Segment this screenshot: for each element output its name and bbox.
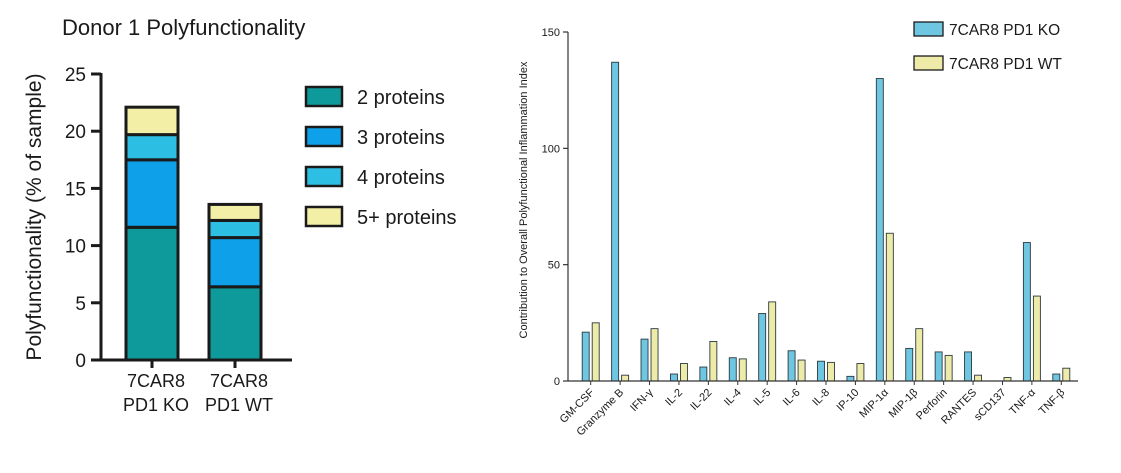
legend-label-2-proteins: 2 proteins [357,87,445,109]
grouped-chart-y-tick-label: 150 [542,27,560,39]
bar-7car8-pd1-ko-mip-1 [905,347,914,382]
bar-7car8-pd1-ko-ip-10 [846,375,855,382]
bar-7car8-pd1-wt-il-4 [738,358,747,382]
grouped-chart-category-label: IFN-γ [628,386,656,414]
stacked-chart-y-tick-label: 10 [65,237,86,258]
stacked-chart-y-tick-label: 15 [65,179,86,200]
bar-7car8-pd1-wt-mip-1 [915,328,924,382]
bar-7car8-pd1-ko-tnf [1052,373,1061,382]
bar-7car8-pd1-wt-granzyme-b [621,374,630,382]
grouped-chart-category-label: TNF-β [1037,387,1068,418]
bar-7car8-pd1-ko-il-6 [787,350,796,382]
grouped-chart-y-tick-label: 50 [548,260,560,272]
stacked-chart-category-label: PD1 WT [205,395,273,415]
bar-7car8-pd1-wt-il-2 [679,363,688,382]
grouped-chart-y-ticks: 0 50 100 150 [542,27,568,388]
bar-4-proteins-2 [207,218,263,240]
grouped-chart-category-label: sCD137 [972,387,1009,424]
legend-swatch-5-proteins [304,205,344,228]
bar-7car8-pd1-wt-mip-1 [885,232,894,382]
grouped-chart-y-tick-label: 100 [542,143,560,155]
stacked-chart-y-tick-label: 25 [65,65,86,86]
bar-3-proteins-1 [124,158,180,229]
stacked-chart-x-ticks: 7CAR8 PD1 KO 7CAR8 PD1 WT [123,371,273,415]
stacked-chart-category-label: 7CAR8 [210,371,268,391]
grouped-chart-category-label: IL-22 [688,387,714,413]
stacked-chart-axes [99,73,292,368]
grouped-chart-category-label: IL-4 [722,387,744,409]
grouped-chart-category-label: MIP-1α [857,386,891,420]
grouped-chart-category-label: TNF-α [1007,386,1038,417]
legend-label-7car8-pd1-ko: 7CAR8 PD1 KO [949,22,1060,39]
stacked-chart-title: Donor 1 Polyfunctionality [62,15,305,40]
bar-3-proteins-2 [207,236,263,289]
bar-7car8-pd1-ko-il-2 [669,373,678,382]
grouped-chart-category-label: IL-6 [781,387,803,409]
bar-5-proteins-2 [207,202,263,222]
grouped-chart-category-label: IL-2 [663,387,685,409]
bar-2-proteins-2 [207,285,263,362]
bar-7car8-pd1-wt-rantes [974,374,983,382]
stacked-chart-y-ticks: 0 5 10 15 20 25 [65,65,101,372]
grouped-chart-y-tick-label: 0 [554,376,560,388]
bar-7car8-pd1-wt-tnf [1032,295,1041,382]
bar-2-proteins-1 [124,225,180,362]
bar-7car8-pd1-ko-gm-csf [581,331,590,382]
bar-7car8-pd1-wt-ip-10 [856,363,865,382]
bar-7car8-pd1-wt-il-8 [827,361,835,382]
bar-7car8-pd1-ko-il-4 [728,357,737,382]
stacked-chart-legend: 2 proteins 3 proteins 4 proteins 5+ protein… [304,85,457,229]
bar-7car8-pd1-wt-il-22 [709,340,718,382]
stacked-chart-y-tick-label: 20 [65,122,86,143]
grouped-chart: Contribution to Overall Polyfunctional I… [518,21,1078,438]
legend-label-5-proteins: 5+ proteins [357,207,457,229]
stacked-chart-y-tick-label: 0 [75,351,86,372]
bar-7car8-pd1-wt-il-6 [797,359,806,382]
legend-swatch-4-proteins [304,165,344,188]
stacked-chart-y-tick-label: 5 [75,294,86,315]
bar-7car8-pd1-wt-gm-csf [591,322,600,382]
grouped-chart-bars [581,61,1071,382]
bar-7car8-pd1-ko-il-22 [699,366,708,382]
bar-7car8-pd1-wt-ifn [650,328,659,382]
stacked-chart: Donor 1 Polyfunctionality Polyfunctional… [23,15,457,415]
grouped-chart-legend: 7CAR8 PD1 KO 7CAR8 PD1 WT [913,21,1062,73]
legend-label-3-proteins: 3 proteins [357,127,445,149]
legend-swatch-3-proteins [304,125,344,148]
grouped-chart-category-label: IL-5 [751,387,773,409]
bar-7car8-pd1-wt-tnf [1062,367,1071,382]
stacked-chart-y-axis-label: Polyfunctionality (% of sample) [23,73,46,360]
bar-7car8-pd1-ko-il-8 [817,360,825,382]
grouped-chart-category-label: IL-8 [810,387,832,409]
legend-swatch-2-proteins [304,85,344,108]
bar-7car8-pd1-ko-rantes [964,351,973,382]
bar-7car8-pd1-wt-perforin [944,354,953,382]
legend-label-4-proteins: 4 proteins [357,167,445,189]
grouped-chart-category-label: IP-10 [834,387,861,414]
stacked-chart-category-label: PD1 KO [123,395,189,415]
grouped-chart-y-axis-label: Contribution to Overall Polyfunctional I… [518,61,530,338]
legend-swatch-7car8-pd1-wt [913,55,944,71]
stacked-chart-category-label: 7CAR8 [127,371,185,391]
bar-7car8-pd1-ko-mip-1 [875,78,884,382]
stacked-chart-bars [124,105,263,362]
bar-7car8-pd1-ko-granzyme-b [611,61,620,382]
bar-7car8-pd1-ko-ifn [640,338,649,382]
bar-7car8-pd1-wt-il-5 [768,301,777,382]
bar-7car8-pd1-ko-il-5 [758,313,767,382]
bar-5-proteins-1 [124,105,180,137]
legend-label-7car8-pd1-wt: 7CAR8 PD1 WT [949,56,1062,73]
legend-swatch-7car8-pd1-ko [913,21,944,37]
bar-7car8-pd1-ko-perforin [934,351,943,382]
grouped-chart-axes [567,32,1078,385]
bar-7car8-pd1-ko-tnf [1022,242,1031,382]
bar-4-proteins-1 [124,133,180,162]
